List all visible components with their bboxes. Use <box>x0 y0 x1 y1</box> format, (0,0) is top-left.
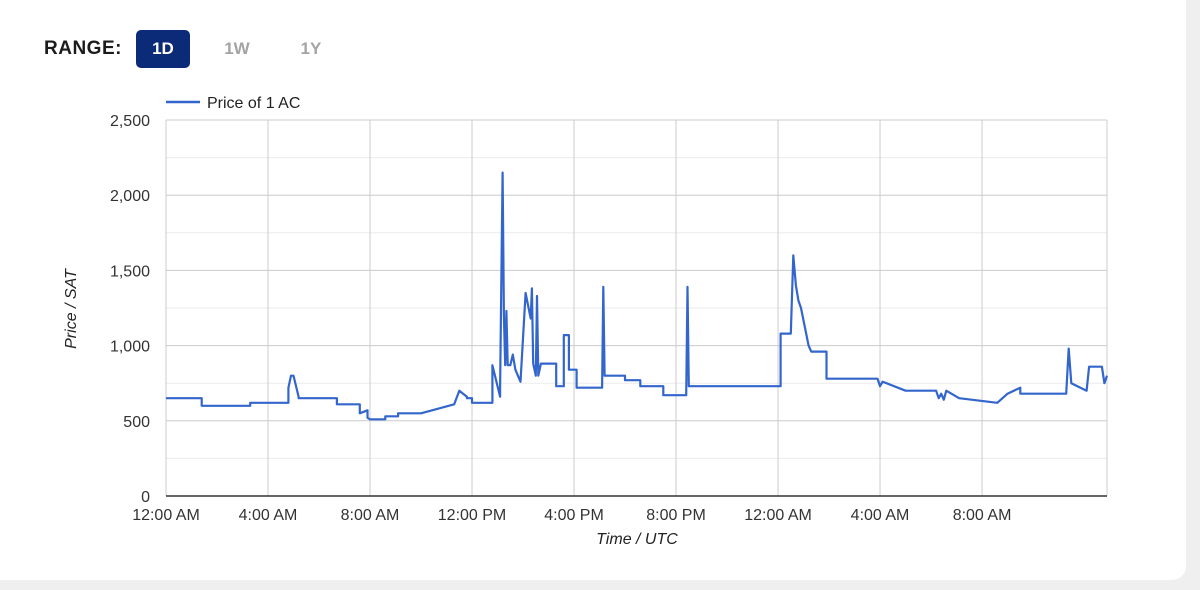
chart-tick-labels: 0 500 1,000 1,500 2,000 2,500 12:00 AM 4:00 AM 8… <box>110 113 1011 524</box>
y-tick-label: 1,000 <box>110 339 150 356</box>
range-1d-button[interactable]: 1D <box>135 30 190 68</box>
x-tick-label: 12:00 PM <box>438 507 506 524</box>
series-line <box>166 171 1109 421</box>
y-tick-label: 500 <box>123 414 150 431</box>
chart-grid <box>165 119 1108 497</box>
y-tick-label: 2,000 <box>110 188 150 205</box>
chart-legend: Price of 1 AC <box>166 95 300 112</box>
x-tick-label: 8:00 PM <box>646 507 706 524</box>
x-tick-label: 4:00 PM <box>544 507 604 524</box>
x-tick-label: 12:00 AM <box>132 507 200 524</box>
y-tick-label: 0 <box>141 489 150 506</box>
x-tick-label: 4:00 AM <box>239 507 298 524</box>
legend-label: Price of 1 AC <box>207 95 300 112</box>
range-selector: RANGE: 1D 1W 1Y <box>44 30 358 68</box>
x-tick-label: 12:00 AM <box>744 507 812 524</box>
chart-series <box>166 171 1109 421</box>
x-tick-label: 4:00 AM <box>851 507 910 524</box>
chart-card: RANGE: 1D 1W 1Y 0 500 1,000 1,500 2,000 2,500… <box>0 0 1186 580</box>
x-axis-title: Time / UTC <box>596 531 678 548</box>
y-tick-label: 2,500 <box>110 113 150 130</box>
y-axis-title: Price / SAT <box>63 268 80 349</box>
range-1w-button[interactable]: 1W <box>224 39 250 58</box>
price-chart: 0 500 1,000 1,500 2,000 2,500 12:00 AM 4:00 AM 8… <box>63 95 1109 548</box>
x-tick-label: 8:00 AM <box>341 507 400 524</box>
y-tick-label: 1,500 <box>110 263 150 280</box>
x-tick-label: 8:00 AM <box>953 507 1012 524</box>
range-label: RANGE: <box>44 38 122 59</box>
range-1y-button[interactable]: 1Y <box>300 39 322 58</box>
